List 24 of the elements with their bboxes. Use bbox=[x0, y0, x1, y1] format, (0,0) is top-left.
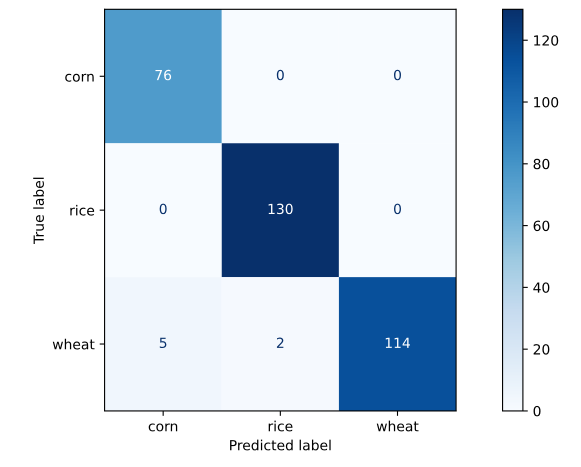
x-tick-label: rice bbox=[268, 420, 292, 432]
data-label: 130 bbox=[268, 204, 293, 214]
x-tick-label: wheat bbox=[376, 420, 418, 432]
x-axis-title: Predicted label bbox=[230, 440, 331, 450]
data-label: 0 bbox=[394, 70, 401, 80]
x-tick-label: corn bbox=[148, 423, 178, 432]
color-bar-label: 100 bbox=[534, 96, 558, 108]
y-axis-title: True label bbox=[33, 178, 44, 244]
color-bar-label: 0 bbox=[534, 406, 541, 416]
data-label: 76 bbox=[155, 70, 172, 80]
color-bar-label: 60 bbox=[534, 220, 550, 232]
color-bar-label: 40 bbox=[533, 282, 550, 293]
data-label: 114 bbox=[386, 338, 410, 348]
color-bar-label: 20 bbox=[534, 344, 550, 355]
data-label: 0 bbox=[160, 204, 167, 214]
y-tick-label: rice bbox=[70, 204, 94, 216]
color-bar-label: 80 bbox=[534, 158, 550, 170]
color-bar-label: 120 bbox=[534, 35, 558, 46]
data-label: 0 bbox=[394, 204, 401, 214]
data-label: 2 bbox=[276, 338, 284, 348]
y-tick-label: corn bbox=[65, 74, 94, 82]
data-label: 0 bbox=[276, 70, 284, 80]
y-tick-label: wheat bbox=[52, 338, 95, 350]
data-label: 5 bbox=[160, 338, 166, 348]
